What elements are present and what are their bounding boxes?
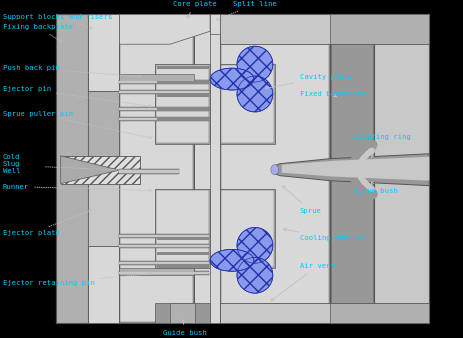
FancyArrowPatch shape (354, 145, 372, 194)
Circle shape (237, 257, 273, 293)
Bar (119, 80, 209, 84)
Bar (330, 14, 429, 44)
Bar (119, 90, 209, 94)
Bar (157, 252, 209, 255)
Bar (119, 261, 209, 265)
Bar (157, 237, 209, 240)
Bar (119, 169, 179, 174)
Bar (56, 14, 88, 323)
Bar (156, 190, 209, 267)
Text: Fixed backplate: Fixed backplate (300, 91, 365, 97)
Bar (61, 156, 140, 184)
Text: Fixing backplate: Fixing backplate (3, 24, 73, 42)
Bar (220, 14, 429, 44)
Polygon shape (61, 156, 119, 184)
Circle shape (237, 46, 273, 82)
Bar (119, 118, 209, 120)
Bar (221, 190, 274, 267)
Ellipse shape (271, 165, 279, 175)
Bar (88, 91, 119, 169)
Bar (220, 189, 275, 268)
Bar (220, 14, 330, 323)
Bar (170, 303, 195, 323)
Ellipse shape (210, 249, 254, 271)
Bar (119, 236, 209, 237)
FancyArrowPatch shape (358, 150, 372, 189)
Bar (119, 170, 179, 173)
Text: Air vent: Air vent (271, 263, 335, 301)
Bar (119, 14, 194, 323)
Circle shape (237, 227, 273, 263)
Bar (119, 244, 209, 248)
Bar (155, 64, 210, 144)
Bar (221, 65, 274, 143)
Bar (119, 108, 209, 110)
Text: Core plate: Core plate (173, 1, 217, 18)
Bar (155, 303, 210, 323)
Bar (88, 246, 119, 323)
Text: Ejector pin: Ejector pin (3, 86, 152, 107)
Bar (220, 64, 275, 144)
Polygon shape (119, 14, 210, 44)
Bar (155, 189, 210, 268)
Text: Cavity plate: Cavity plate (265, 74, 352, 89)
Bar (119, 81, 209, 83)
Bar (119, 74, 194, 81)
Bar (375, 14, 429, 323)
Circle shape (237, 76, 273, 112)
Ellipse shape (210, 68, 254, 90)
Polygon shape (275, 154, 429, 186)
Bar (119, 268, 194, 275)
Bar (120, 15, 193, 322)
Bar (220, 303, 429, 323)
Bar (330, 303, 429, 323)
Bar (157, 265, 209, 268)
Bar (56, 14, 429, 323)
Text: Sprue bush: Sprue bush (355, 182, 398, 194)
Text: Guide bush: Guide bush (163, 320, 207, 336)
Text: Cooling channel: Cooling channel (283, 228, 365, 241)
Text: Support blocks and risers: Support blocks and risers (3, 14, 113, 29)
Bar (221, 15, 329, 322)
Bar (157, 118, 209, 121)
Text: Cold
Slug
Well: Cold Slug Well (3, 154, 20, 174)
Bar (119, 91, 209, 93)
Bar (88, 14, 119, 91)
Bar (157, 81, 209, 84)
Bar (330, 14, 375, 323)
Text: Split line: Split line (217, 1, 277, 20)
Text: Locating ring: Locating ring (355, 134, 411, 158)
Text: Ejector plate: Ejector plate (3, 210, 92, 236)
Bar (157, 94, 209, 97)
Polygon shape (282, 157, 429, 180)
Bar (331, 15, 374, 322)
Bar (157, 108, 209, 111)
Bar (119, 271, 209, 275)
Text: Sprue puller pin: Sprue puller pin (3, 111, 152, 139)
Bar (119, 235, 209, 238)
Bar (156, 65, 209, 143)
Bar (157, 66, 209, 69)
Bar (119, 272, 209, 274)
Bar (119, 262, 209, 264)
Bar (119, 245, 209, 247)
Bar (119, 117, 209, 121)
Text: Push back pin: Push back pin (3, 65, 142, 78)
Bar (88, 169, 119, 246)
Bar (210, 14, 220, 34)
Text: Runner: Runner (3, 184, 151, 192)
Text: Ejector retaining pin: Ejector retaining pin (3, 272, 151, 286)
Text: Sprue: Sprue (282, 186, 322, 214)
Bar (210, 14, 220, 323)
Bar (119, 107, 209, 111)
Bar (88, 91, 119, 246)
